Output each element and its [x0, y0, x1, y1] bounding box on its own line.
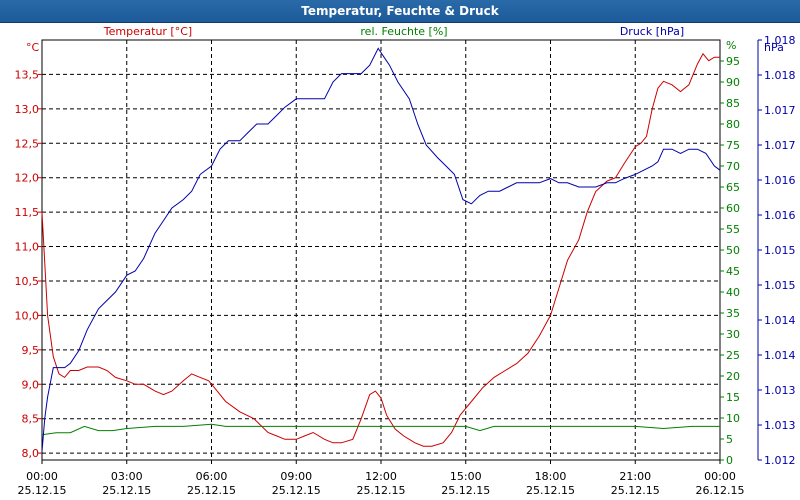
tick-label-date: 25.12.15: [441, 484, 490, 497]
tick-label-humidity: 5: [726, 433, 733, 446]
tick-label-humidity: 75: [726, 139, 740, 152]
tick-label-humidity: 0: [726, 454, 733, 467]
chart-title: Temperatur, Feuchte & Druck: [0, 0, 800, 23]
unit-label-pressure: hPa: [764, 41, 784, 54]
tick-label-temp: 12,5: [15, 137, 40, 150]
tick-label-humidity: 80: [726, 118, 740, 131]
tick-label-pressure: 1.014: [764, 349, 796, 362]
tick-label-temp: 8,5: [22, 413, 40, 426]
axis-ticks: 8,0 8,5 9,0 9,5 10,0 10,5 11,0 11,5 12,0 12,5 13,0…: [15, 34, 796, 497]
unit-label-temp: °C: [26, 41, 40, 54]
tick-label-humidity: 60: [726, 202, 740, 215]
tick-label-time: 00:00: [704, 470, 736, 483]
tick-label-time: 03:00: [111, 470, 143, 483]
tick-label-humidity: 10: [726, 412, 740, 425]
series-line-temperature: [41, 52, 720, 447]
tick-label-date: 26.12.15: [696, 484, 745, 497]
tick-label-temp: 10,5: [15, 275, 40, 288]
tick-label-humidity: 70: [726, 160, 740, 173]
series-line-humidity: [41, 423, 720, 436]
tick-label-humidity: 35: [726, 307, 740, 320]
gridlines: [42, 40, 720, 460]
tick-label-pressure: 1.013: [764, 384, 796, 397]
tick-label-time: 12:00: [365, 470, 397, 483]
tick-label-humidity: 50: [726, 244, 740, 257]
tick-label-humidity: 20: [726, 370, 740, 383]
tick-label-temp: 13,5: [15, 68, 40, 81]
tick-label-date: 25.12.15: [102, 484, 151, 497]
chart-canvas: 8,0 8,5 9,0 9,5 10,0 10,5 11,0 11,5 12,0 12,5 13,0…: [15, 25, 796, 497]
tick-label-temp: 9,5: [22, 344, 40, 357]
tick-label-time: 00:00: [26, 470, 58, 483]
unit-label-humidity: %: [726, 39, 736, 52]
tick-label-pressure: 1.017: [764, 104, 796, 117]
tick-label-date: 25.12.15: [526, 484, 575, 497]
tick-label-humidity: 40: [726, 286, 740, 299]
tick-label-temp: 9,0: [22, 378, 40, 391]
tick-label-pressure: 1.017: [764, 139, 796, 152]
tick-label-date: 25.12.15: [357, 484, 406, 497]
tick-label-pressure: 1.018: [764, 34, 796, 47]
tick-label-temp: 8,0: [22, 447, 40, 460]
tick-label-temp: 11,0: [15, 241, 40, 254]
axis-title-temperature: Temperatur [°C]: [103, 25, 192, 38]
tick-label-humidity: 25: [726, 349, 740, 362]
tick-label-date: 25.12.15: [272, 484, 321, 497]
tick-label-humidity: 95: [726, 55, 740, 68]
series-lines: [41, 47, 721, 452]
tick-label-humidity: 15: [726, 391, 740, 404]
tick-label-humidity: 85: [726, 97, 740, 110]
series-line-pressure: [41, 47, 721, 452]
tick-label-date: 25.12.15: [611, 484, 660, 497]
tick-label-temp: 10,0: [15, 309, 40, 322]
axis-title-humidity: rel. Feuchte [%]: [360, 25, 447, 38]
tick-label-humidity: 45: [726, 265, 740, 278]
tick-label-humidity: 30: [726, 328, 740, 341]
tick-label-temp: 11,5: [15, 206, 40, 219]
tick-label-pressure: 1.014: [764, 314, 796, 327]
tick-label-pressure: 1.015: [764, 244, 796, 257]
tick-label-time: 15:00: [450, 470, 482, 483]
tick-label-temp: 12,0: [15, 172, 40, 185]
tick-label-humidity: 90: [726, 76, 740, 89]
tick-label-date: 25.12.15: [18, 484, 67, 497]
tick-label-date: 25.12.15: [187, 484, 236, 497]
tick-label-pressure: 1.013: [764, 419, 796, 432]
tick-label-time: 18:00: [535, 470, 567, 483]
tick-label-pressure: 1.012: [764, 454, 796, 467]
tick-label-temp: 13,0: [15, 103, 40, 116]
tick-label-pressure: 1.015: [764, 279, 796, 292]
tick-label-pressure: 1.016: [764, 209, 796, 222]
tick-label-humidity: 55: [726, 223, 740, 236]
tick-label-time: 09:00: [280, 470, 312, 483]
axis-title-pressure: Druck [hPa]: [620, 25, 684, 38]
tick-label-time: 21:00: [619, 470, 651, 483]
tick-label-humidity: 65: [726, 181, 740, 194]
tick-label-pressure: 1.016: [764, 174, 796, 187]
tick-label-time: 06:00: [196, 470, 228, 483]
tick-label-pressure: 1.018: [764, 69, 796, 82]
axis-titles: Temperatur [°C] rel. Feuchte [%] Druck [hP…: [103, 25, 684, 38]
